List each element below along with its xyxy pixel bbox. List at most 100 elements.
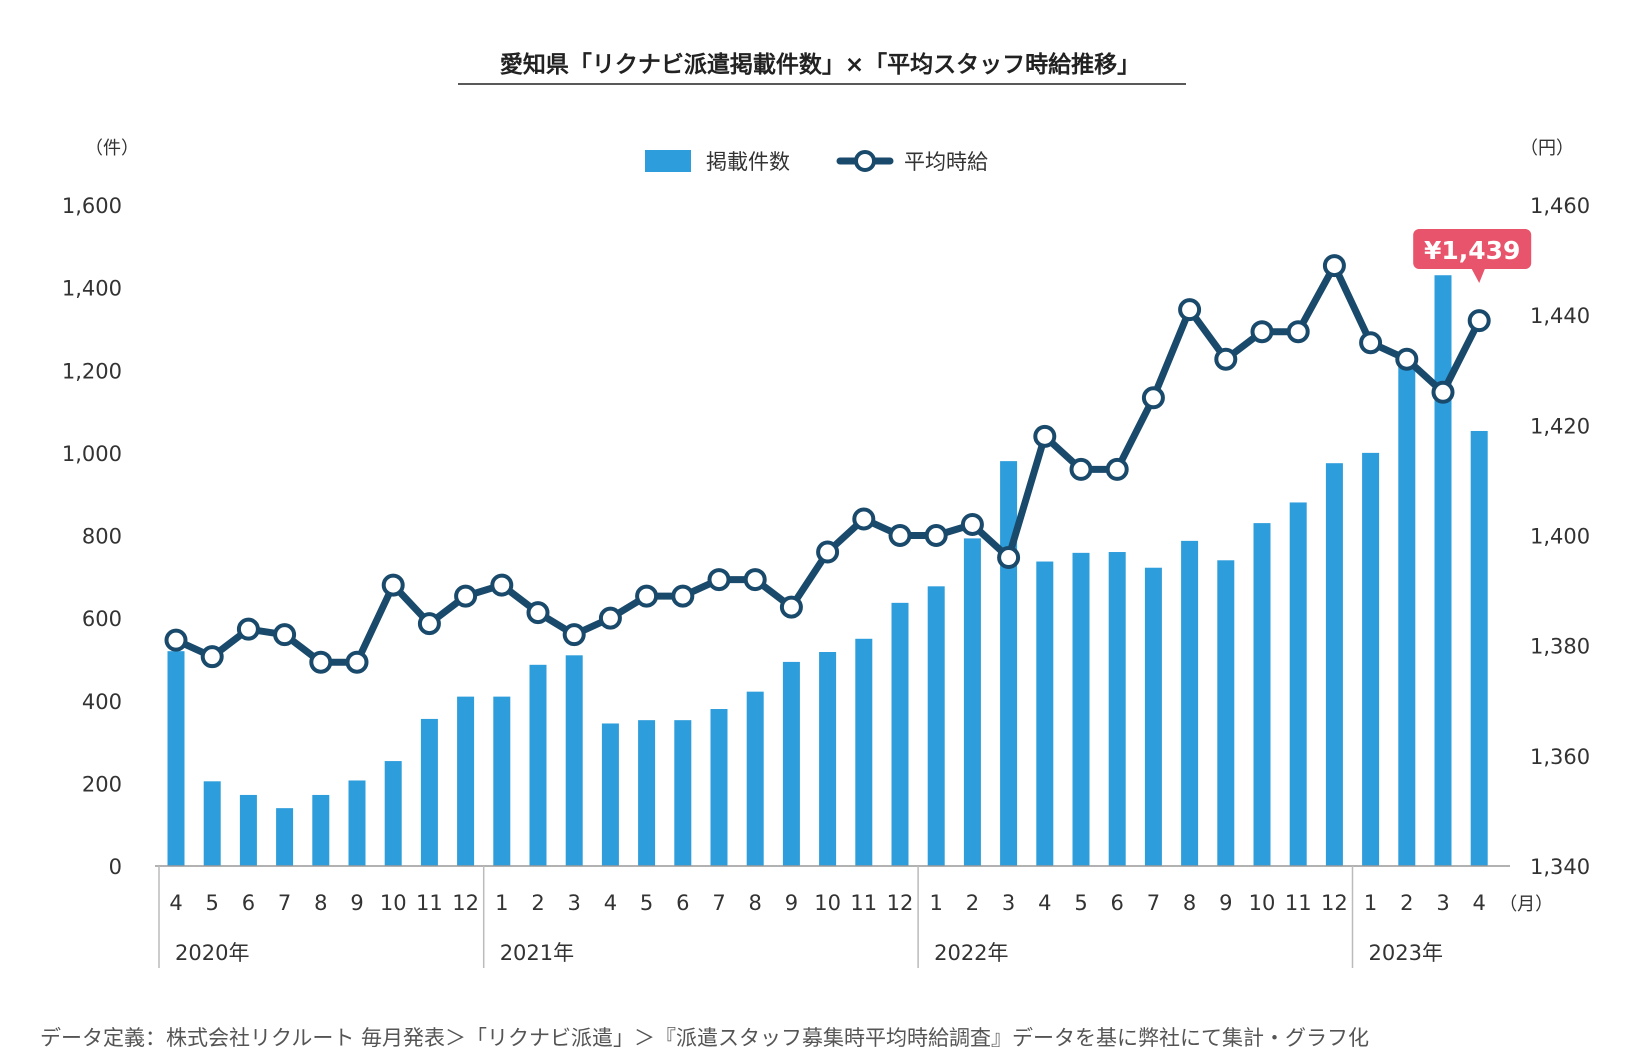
x-tick-label: 5 bbox=[640, 891, 653, 915]
line-point bbox=[743, 568, 767, 592]
footer-note: データ定義：株式会社リクルート 毎月発表＞「リクナビ派遣」＞『派遣スタッフ募集時… bbox=[40, 1026, 1369, 1050]
bar bbox=[855, 638, 873, 866]
year-label: 2022年 bbox=[934, 941, 1008, 965]
line-point bbox=[779, 595, 803, 619]
left-tick-label: 400 bbox=[82, 690, 122, 714]
x-tick-label: 12 bbox=[452, 891, 479, 915]
bar bbox=[420, 718, 438, 866]
legend-bar-label: 掲載件数 bbox=[706, 150, 790, 174]
x-tick-label: 10 bbox=[1249, 891, 1276, 915]
line-point bbox=[1467, 309, 1491, 333]
line-point bbox=[236, 617, 260, 641]
x-tick-label: 7 bbox=[1147, 891, 1160, 915]
left-axis-ticks: 0 200 400 600 800 1,000 1,200 1,400 1,600 bbox=[62, 194, 122, 879]
bar-series bbox=[167, 275, 1488, 866]
x-tick-label: 10 bbox=[814, 891, 841, 915]
x-tick-label: 11 bbox=[1285, 891, 1312, 915]
left-tick-label: 200 bbox=[82, 772, 122, 796]
x-tick-label: 2 bbox=[531, 891, 544, 915]
bar bbox=[782, 661, 800, 866]
year-label: 2020年 bbox=[175, 941, 249, 965]
line-point bbox=[1359, 331, 1383, 355]
x-tick-label: 3 bbox=[1002, 891, 1015, 915]
bar bbox=[1036, 561, 1054, 866]
line-point bbox=[960, 512, 984, 536]
bar bbox=[1217, 560, 1235, 866]
bar bbox=[891, 602, 909, 866]
x-tick-label: 1 bbox=[1364, 891, 1377, 915]
line-point bbox=[1141, 386, 1165, 410]
line-point bbox=[1250, 320, 1274, 344]
legend-bar-swatch bbox=[645, 150, 691, 172]
bar bbox=[1072, 552, 1090, 866]
x-tick-label: 9 bbox=[785, 891, 798, 915]
left-tick-label: 1,400 bbox=[62, 277, 122, 301]
hourly-wage-line bbox=[172, 262, 1483, 666]
line-point bbox=[671, 584, 695, 608]
right-tick-label: 1,440 bbox=[1530, 304, 1590, 328]
line-point bbox=[1178, 298, 1202, 322]
bar bbox=[1108, 552, 1126, 866]
legend-line-label: 平均時給 bbox=[904, 150, 988, 174]
x-tick-label: 1 bbox=[930, 891, 943, 915]
bar bbox=[239, 794, 257, 866]
line-point bbox=[164, 628, 188, 652]
callout-box bbox=[1413, 229, 1532, 269]
x-tick-label: 10 bbox=[380, 891, 407, 915]
line-point bbox=[1286, 320, 1310, 344]
bar bbox=[638, 720, 656, 866]
bar bbox=[819, 652, 837, 866]
left-tick-label: 0 bbox=[109, 855, 122, 879]
right-tick-label: 1,400 bbox=[1530, 525, 1590, 549]
year-label: 2021年 bbox=[500, 941, 574, 965]
line-point bbox=[562, 623, 586, 647]
bar bbox=[710, 709, 728, 866]
x-tick-label: 7 bbox=[712, 891, 725, 915]
year-labels: 2020年 2021年 2022年 2023年 bbox=[158, 866, 1443, 968]
bar bbox=[1434, 275, 1452, 866]
chart-title: 愛知県「リクナビ派遣掲載件数」×「平均スタッフ時給推移」 bbox=[500, 51, 1140, 78]
x-tick-label: 1 bbox=[495, 891, 508, 915]
bar bbox=[1362, 452, 1380, 866]
bar bbox=[457, 696, 475, 866]
line-point bbox=[816, 540, 840, 564]
bar bbox=[203, 781, 221, 866]
right-axis-unit: （円） bbox=[1520, 138, 1574, 159]
x-tick-label: 8 bbox=[749, 891, 762, 915]
x-tick-label: 5 bbox=[1074, 891, 1087, 915]
bar bbox=[927, 586, 945, 866]
bar bbox=[529, 664, 547, 866]
line-point bbox=[1214, 347, 1238, 371]
bar bbox=[674, 720, 692, 866]
x-tick-label: 6 bbox=[1111, 891, 1124, 915]
x-tick-label: 9 bbox=[1219, 891, 1232, 915]
x-tick-label: 11 bbox=[850, 891, 877, 915]
x-tick-label: 8 bbox=[314, 891, 327, 915]
x-tick-label: 11 bbox=[416, 891, 443, 915]
bar bbox=[276, 808, 294, 866]
bar bbox=[601, 723, 619, 866]
x-tick-label: 9 bbox=[350, 891, 363, 915]
bar bbox=[167, 651, 185, 866]
right-tick-label: 1,460 bbox=[1530, 194, 1590, 218]
x-tick-label: 7 bbox=[278, 891, 291, 915]
bar bbox=[746, 691, 764, 866]
x-tick-label: 4 bbox=[1473, 891, 1486, 915]
x-tick-label: 6 bbox=[242, 891, 255, 915]
bar bbox=[348, 780, 366, 866]
line-point bbox=[1033, 424, 1057, 448]
year-label: 2023年 bbox=[1369, 941, 1443, 965]
x-tick-label: 3 bbox=[1436, 891, 1449, 915]
bar bbox=[1289, 502, 1307, 866]
bar bbox=[1398, 357, 1416, 866]
bar bbox=[493, 696, 511, 866]
right-tick-label: 1,360 bbox=[1530, 745, 1590, 769]
line-point bbox=[1105, 457, 1129, 481]
callout-label: ¥1,439 bbox=[1424, 236, 1520, 265]
line-point bbox=[381, 573, 405, 597]
x-tick-label: 5 bbox=[206, 891, 219, 915]
x-tick-label: 4 bbox=[604, 891, 617, 915]
x-tick-label: 2 bbox=[1400, 891, 1413, 915]
